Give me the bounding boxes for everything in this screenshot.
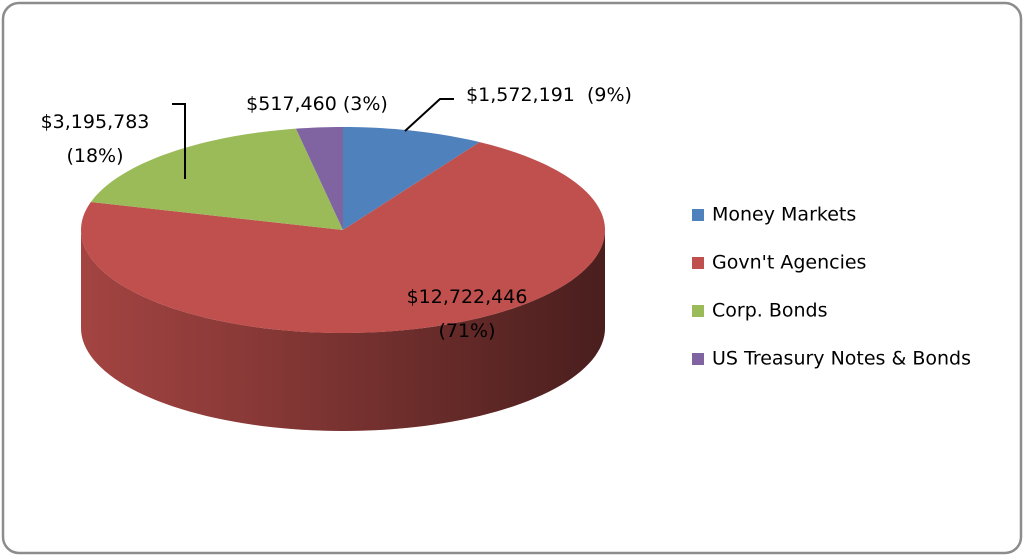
legend-label: Govn't Agencies — [712, 252, 866, 274]
legend-label: US Treasury Notes & Bonds — [712, 348, 971, 370]
legend-swatch — [692, 209, 704, 221]
pie-side-shade — [81, 230, 605, 431]
pie-slice — [295, 127, 343, 230]
pie-slice — [343, 127, 480, 230]
legend-swatch — [692, 257, 704, 269]
data-label: $3,195,783 (18%) — [41, 111, 150, 167]
legend-label: Money Markets — [712, 204, 856, 226]
pie-slice — [81, 142, 605, 333]
leader-line — [404, 98, 454, 132]
leader-line — [172, 103, 186, 179]
legend-swatch — [692, 353, 704, 365]
pie-slice — [90, 128, 343, 230]
data-label: $517,460 (3%) — [246, 93, 388, 115]
pie — [81, 127, 605, 431]
data-label: $1,572,191 (9%) — [466, 84, 632, 106]
legend-label: Corp. Bonds — [712, 300, 828, 322]
legend: Money Markets Govn't Agencies Corp. Bonds U… — [692, 204, 971, 370]
data-label: $12,722,446 (71%) — [407, 286, 528, 342]
legend-swatch — [692, 305, 704, 317]
